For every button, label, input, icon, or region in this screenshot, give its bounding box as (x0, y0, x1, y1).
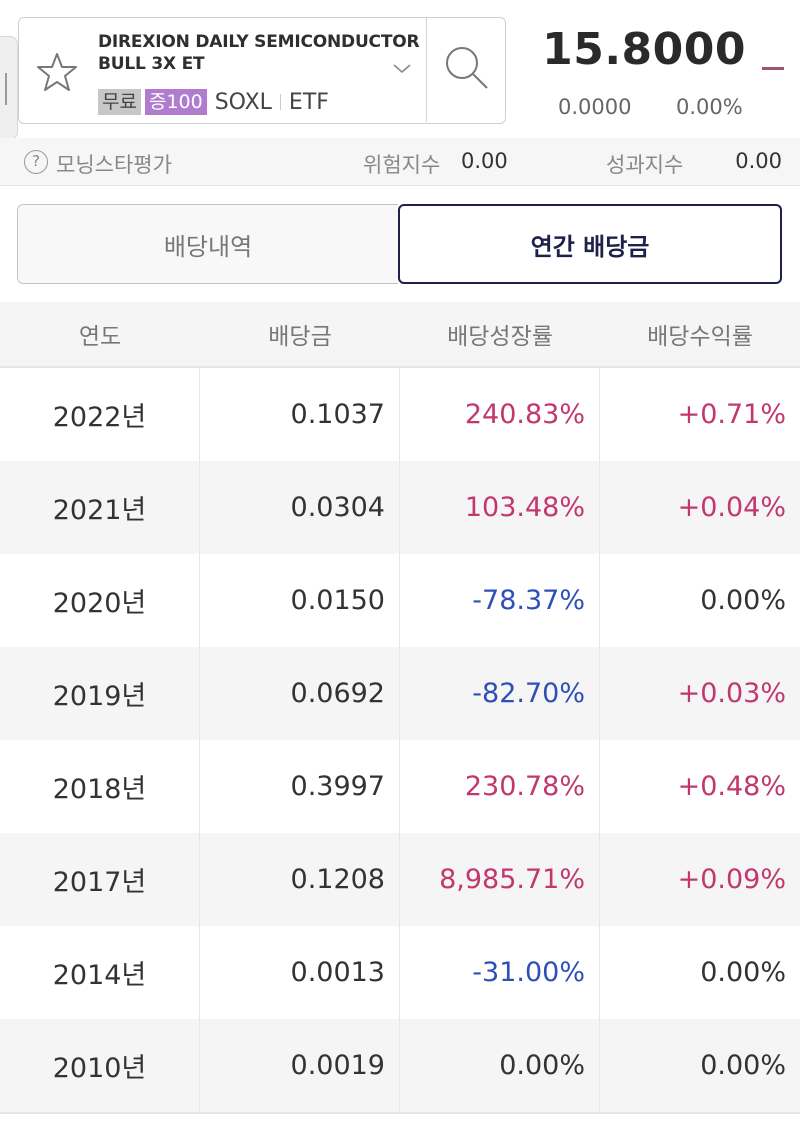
growth-cell: 0.00% (400, 1019, 600, 1112)
stock-selector[interactable]: DIREXION DAILY SEMICONDUCTOR BULL 3X ET … (18, 17, 506, 124)
growth-cell: -31.00% (400, 926, 600, 1019)
yield-cell: +0.71% (677, 399, 786, 430)
tab-annual-dividend[interactable]: 연간 배당금 (398, 204, 782, 284)
growth-cell: -78.37% (400, 554, 600, 647)
table-row[interactable]: 2020년 0.0150 -78.37% 0.00% (0, 554, 800, 647)
margin-badge: 증100 (144, 89, 207, 115)
table-row[interactable]: 2010년 0.0019 0.00% 0.00% (0, 1019, 800, 1112)
performance-index-label: 성과지수 (606, 153, 684, 177)
dividend-cell: 0.0692 (200, 647, 400, 740)
dividend-cell: 0.1037 (200, 368, 400, 461)
stock-name: DIREXION DAILY SEMICONDUCTOR BULL 3X ET (98, 32, 420, 74)
handle-grip-icon (5, 73, 7, 105)
help-icon[interactable]: ? (24, 150, 48, 174)
growth-cell: 103.48% (400, 461, 600, 554)
dividend-cell: 0.0019 (200, 1019, 400, 1112)
stock-header: DIREXION DAILY SEMICONDUCTOR BULL 3X ET … (0, 0, 800, 140)
year-cell: 2019년 (0, 647, 200, 740)
star-icon[interactable] (35, 50, 79, 94)
table-header: 연도 배당금 배당성장률 배당수익률 (0, 302, 800, 368)
dividend-cell: 0.0150 (200, 554, 400, 647)
yield-cell: +0.09% (677, 864, 786, 895)
risk-index-label: 위험지수 (363, 153, 441, 177)
table-row[interactable]: 2019년 0.0692 -82.70% +0.03% (0, 647, 800, 740)
dividend-cell: 0.3997 (200, 740, 400, 833)
ticker-symbol: SOXL (214, 89, 272, 115)
dividend-cell: 0.1208 (200, 833, 400, 926)
dividend-cell: 0.0013 (200, 926, 400, 1019)
table-row[interactable]: 2014년 0.0013 -31.00% 0.00% (0, 926, 800, 1019)
table-row[interactable]: 2021년 0.0304 103.48% +0.04% (0, 461, 800, 554)
table-row[interactable]: 2018년 0.3997 230.78% +0.48% (0, 740, 800, 833)
search-button[interactable] (426, 18, 505, 122)
price-change-percent: 0.00% (676, 95, 743, 119)
header-growth-rate: 배당성장률 (447, 324, 553, 350)
year-cell: 2020년 (0, 554, 200, 647)
annual-dividend-table: 연도 배당금 배당성장률 배당수익률 2022년 0.1037 240.83% … (0, 302, 800, 1114)
growth-cell: 240.83% (400, 368, 600, 461)
yield-cell: +0.03% (677, 678, 786, 709)
divider (279, 94, 281, 110)
yield-cell: 0.00% (700, 585, 786, 616)
table-row[interactable]: 2017년 0.1208 8,985.71% +0.09% (0, 833, 800, 926)
year-cell: 2018년 (0, 740, 200, 833)
table-row[interactable]: 2022년 0.1037 240.83% +0.71% (0, 368, 800, 461)
year-cell: 2014년 (0, 926, 200, 1019)
performance-index-value: 0.00 (735, 149, 782, 173)
dividend-cell: 0.0304 (200, 461, 400, 554)
yield-cell: 0.00% (700, 957, 786, 988)
year-cell: 2021년 (0, 461, 200, 554)
current-price: 15.8000 (542, 24, 746, 75)
yield-cell: +0.48% (677, 771, 786, 802)
side-drawer-handle[interactable] (0, 36, 18, 140)
morningstar-rating-label: 모닝스타평가 (56, 153, 172, 177)
table-bottom-border (0, 1112, 800, 1114)
growth-cell: -82.70% (400, 647, 600, 740)
free-badge: 무료 (98, 89, 141, 115)
year-cell: 2017년 (0, 833, 200, 926)
market-type: ETF (288, 89, 329, 115)
price-change: 0.0000 (558, 95, 632, 119)
morningstar-rating-bar: ? 모닝스타평가 위험지수 0.00 성과지수 0.00 (0, 138, 800, 186)
year-cell: 2010년 (0, 1019, 200, 1112)
dividend-tabs: 배당내역 연간 배당금 (17, 204, 782, 284)
yield-cell: +0.04% (677, 492, 786, 523)
yield-cell: 0.00% (700, 1050, 786, 1081)
risk-index-value: 0.00 (461, 149, 508, 173)
year-cell: 2022년 (0, 368, 200, 461)
price-flat-indicator (762, 67, 784, 70)
header-year: 연도 (78, 324, 122, 350)
search-icon (446, 47, 488, 89)
header-yield: 배당수익률 (647, 324, 753, 350)
growth-cell: 230.78% (400, 740, 600, 833)
growth-cell: 8,985.71% (400, 833, 600, 926)
header-dividend: 배당금 (268, 324, 332, 350)
stock-tags: 무료 증100 SOXL ETF (98, 89, 329, 115)
chevron-down-icon[interactable] (391, 62, 413, 76)
tab-dividend-history[interactable]: 배당내역 (17, 204, 398, 284)
